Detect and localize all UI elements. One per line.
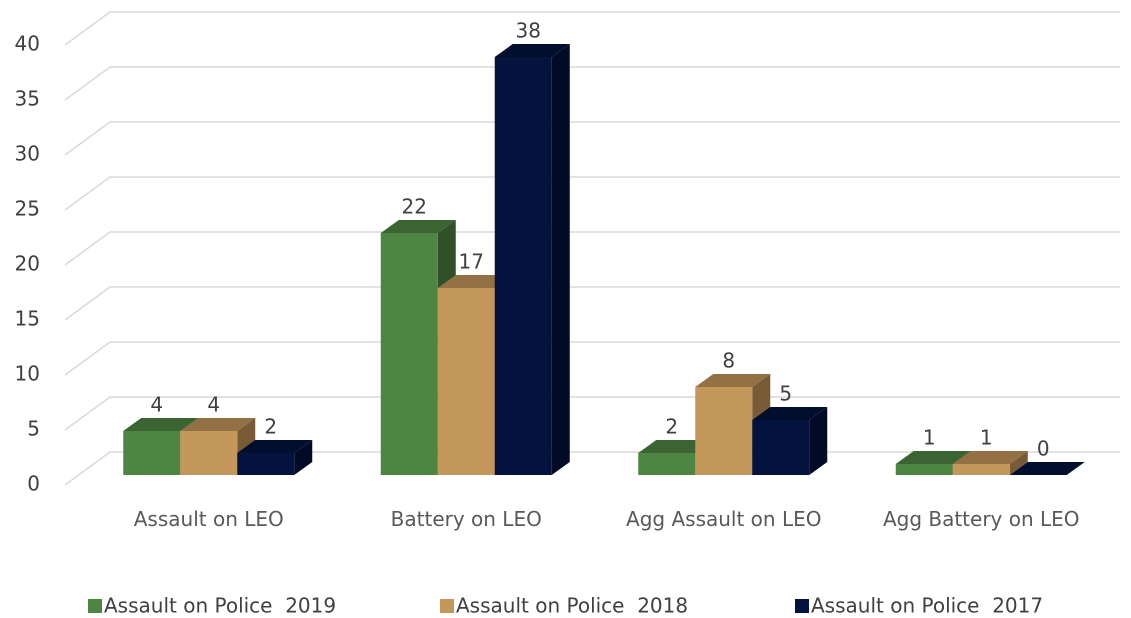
bar-front xyxy=(752,420,810,475)
bar xyxy=(180,418,256,475)
bar-top xyxy=(180,418,256,431)
grid-line xyxy=(64,231,1120,266)
bar-top xyxy=(494,44,570,57)
bar xyxy=(494,44,570,475)
data-label: 1 xyxy=(980,426,993,450)
bar-front xyxy=(895,464,953,475)
y-tick-label: 5 xyxy=(27,417,40,441)
bar-top xyxy=(638,440,714,453)
y-tick-label: 15 xyxy=(15,307,40,331)
bar-front xyxy=(952,464,1010,475)
grid-line xyxy=(64,286,1120,321)
data-label: 2 xyxy=(264,415,277,439)
bar-front xyxy=(437,288,495,475)
y-tick-label: 35 xyxy=(15,87,40,111)
y-tick-label: 10 xyxy=(15,362,40,386)
x-tick-label: Agg Battery on LEO xyxy=(882,507,1080,531)
data-label: 22 xyxy=(402,195,427,219)
x-tick-label: Agg Assault on LEO xyxy=(626,507,822,531)
bar-front xyxy=(494,57,552,475)
legend-label: Assault on Police 2019 xyxy=(104,594,336,618)
data-label: 5 xyxy=(779,382,792,406)
data-label: 38 xyxy=(516,19,541,43)
bar-side xyxy=(294,440,313,475)
bar xyxy=(237,440,313,475)
bar xyxy=(1009,462,1085,475)
legend-swatch xyxy=(88,599,102,613)
y-tick-label: 25 xyxy=(15,197,40,221)
data-label: 4 xyxy=(207,393,220,417)
bar xyxy=(952,451,1028,475)
bar-front xyxy=(237,453,295,475)
data-label: 17 xyxy=(459,250,484,274)
y-tick-label: 20 xyxy=(15,252,40,276)
legend-label: Assault on Police 2017 xyxy=(811,594,1043,618)
grid-line xyxy=(64,396,1120,431)
data-label: 4 xyxy=(150,393,163,417)
y-tick-label: 40 xyxy=(15,32,40,56)
bar-top xyxy=(895,451,971,464)
bar-front xyxy=(638,453,696,475)
bar xyxy=(752,407,828,475)
legend-swatch xyxy=(440,599,454,613)
x-tick-label: Battery on LEO xyxy=(390,507,542,531)
bar-top xyxy=(237,440,313,453)
bar-front xyxy=(180,431,238,475)
bar-front xyxy=(380,233,438,475)
bar-front xyxy=(123,431,181,475)
x-tick-label: Assault on LEO xyxy=(133,507,284,531)
data-label: 2 xyxy=(665,415,678,439)
bar-top xyxy=(952,451,1028,464)
bar-side xyxy=(1009,451,1028,475)
bar-top xyxy=(695,374,771,387)
grid-line xyxy=(64,121,1120,156)
data-label: 8 xyxy=(722,349,735,373)
bar-top xyxy=(1009,462,1085,475)
grid-line xyxy=(64,176,1120,211)
bar-side xyxy=(551,44,570,475)
grid-line xyxy=(64,11,1120,46)
data-label: 0 xyxy=(1037,437,1050,461)
bar-top xyxy=(752,407,828,420)
grid-line xyxy=(64,341,1120,376)
legend-swatch xyxy=(795,599,809,613)
bar-top xyxy=(123,418,199,431)
bar-top xyxy=(380,220,456,233)
data-label: 1 xyxy=(923,426,936,450)
y-tick-label: 30 xyxy=(15,142,40,166)
bar-front xyxy=(695,387,753,475)
bar-side xyxy=(809,407,828,475)
legend-label: Assault on Police 2018 xyxy=(456,594,688,618)
bar-top xyxy=(437,275,513,288)
grid-line xyxy=(64,66,1120,101)
y-tick-label: 0 xyxy=(27,472,40,496)
